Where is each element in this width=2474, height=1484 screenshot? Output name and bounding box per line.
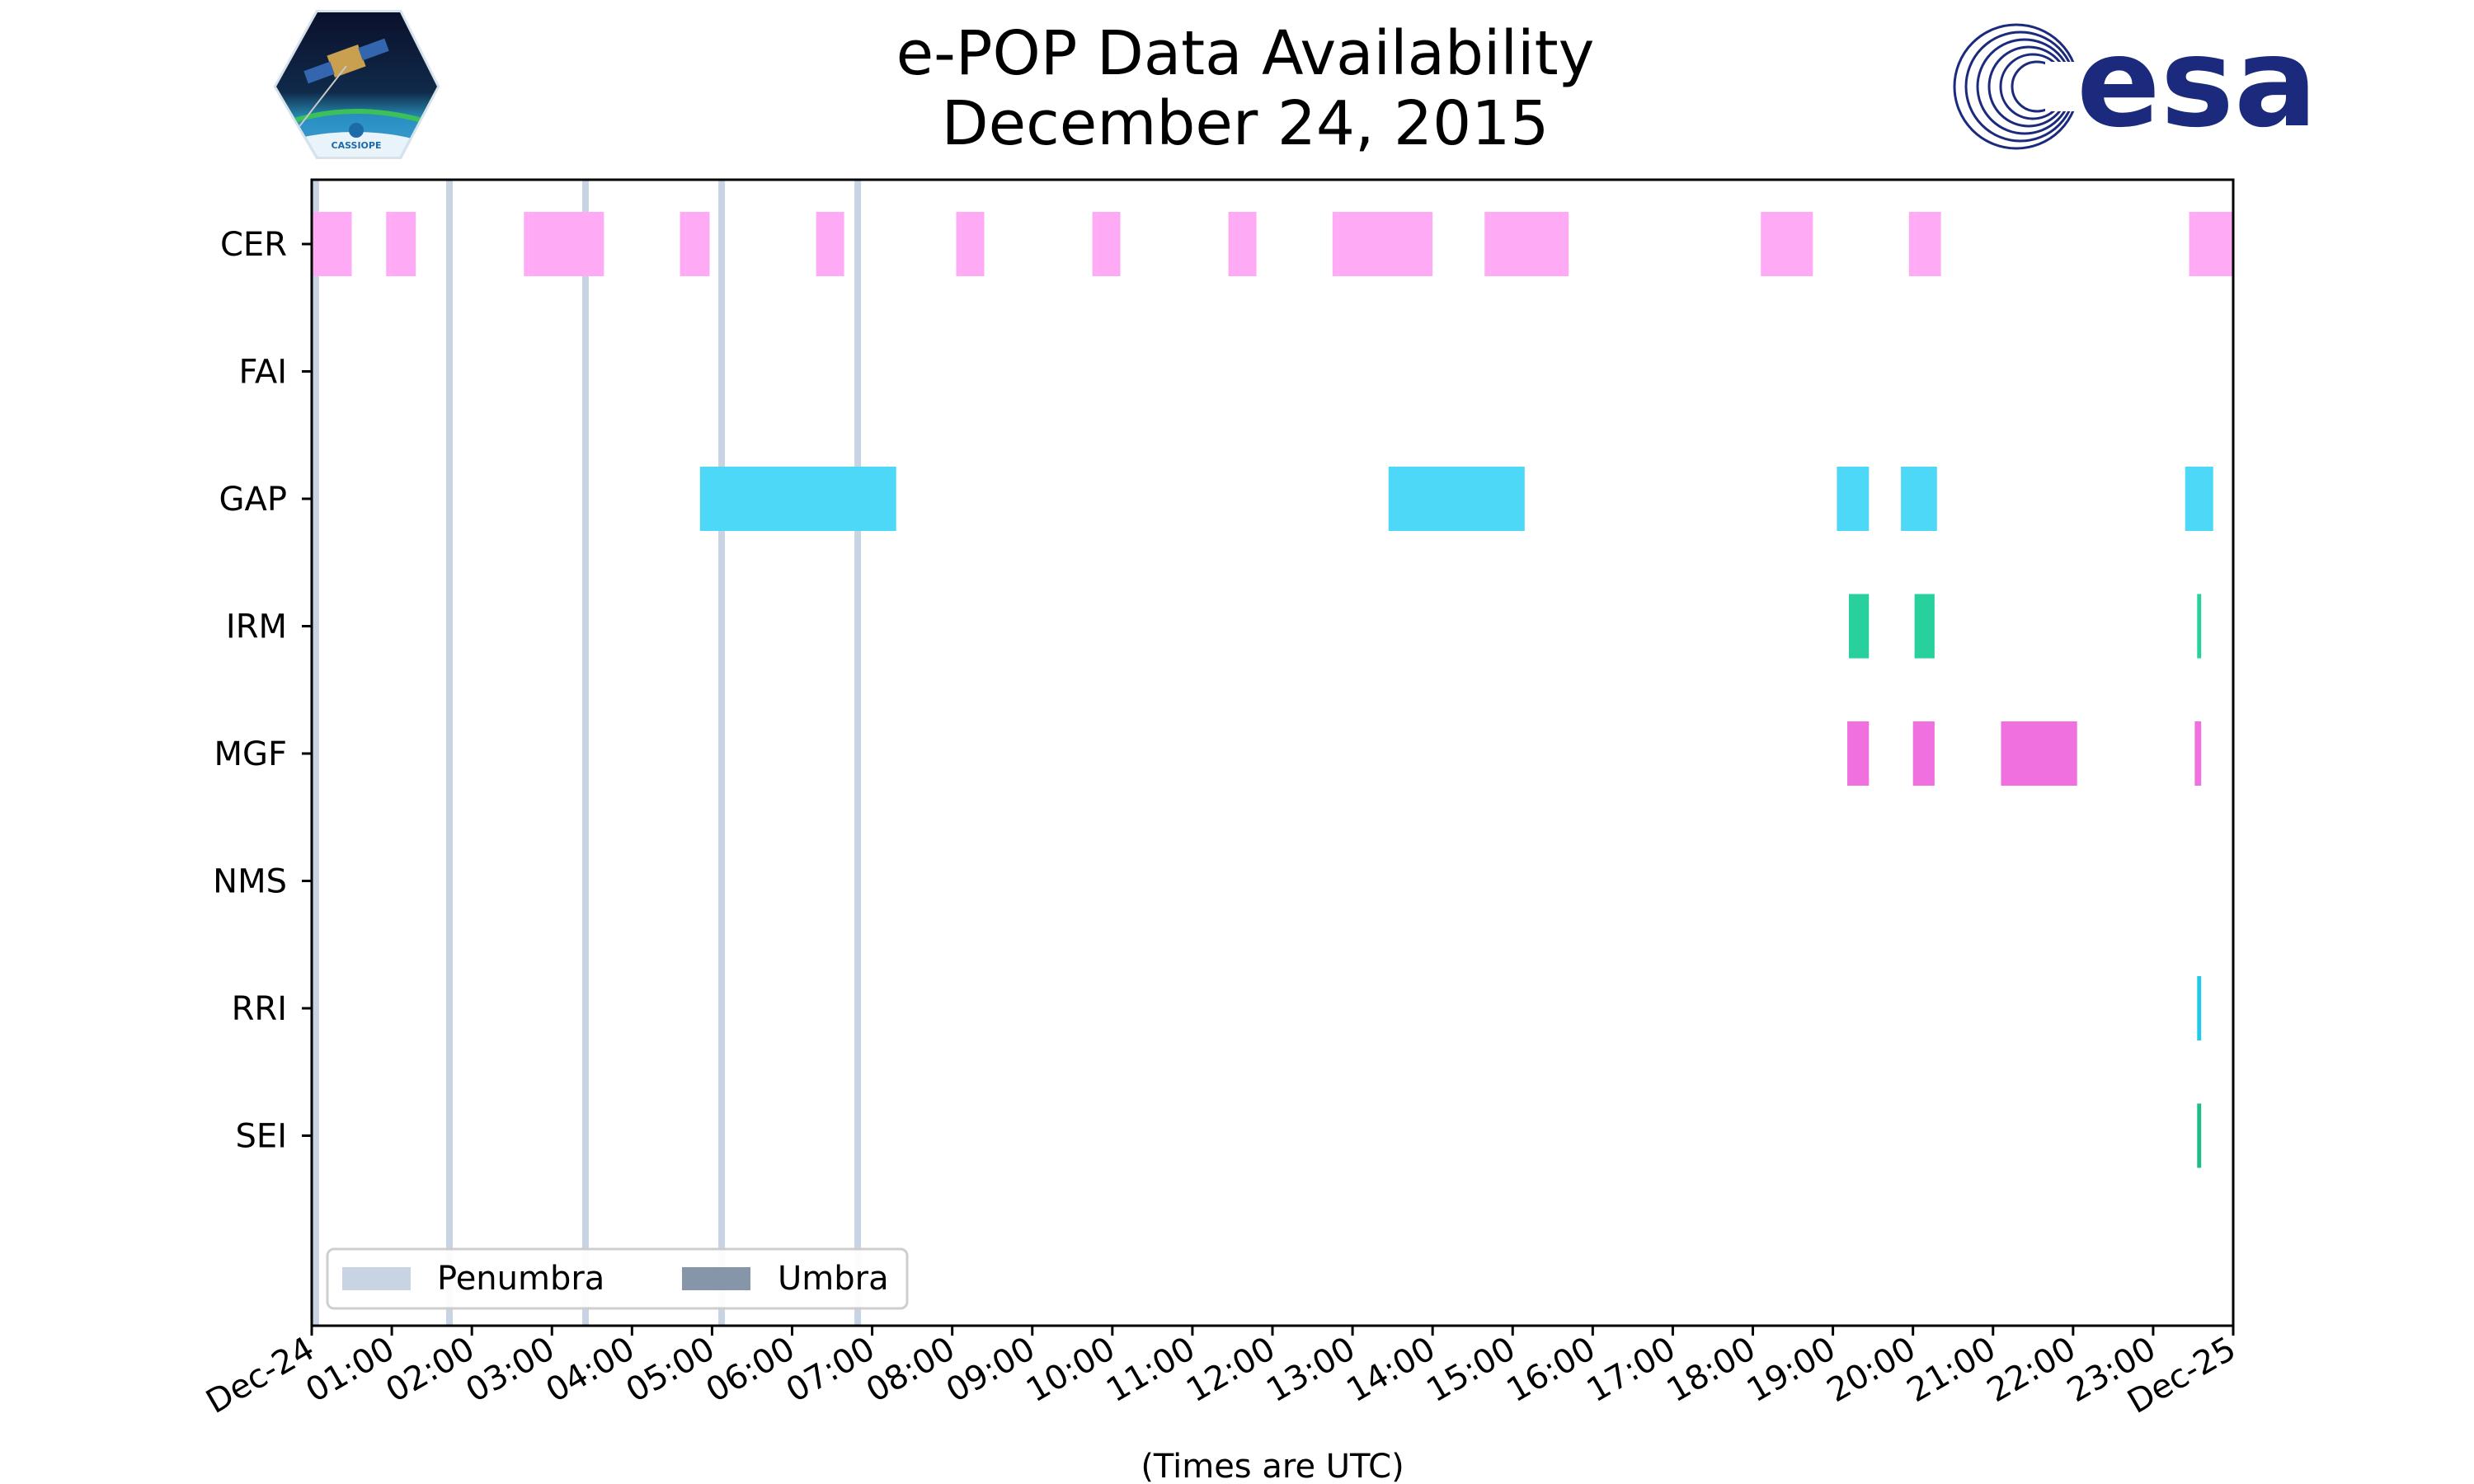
bar-irm (2197, 594, 2202, 659)
x-tick-label: 01:00 (299, 1330, 401, 1410)
x-tick-label: 12:00 (1180, 1330, 1282, 1410)
bar-cer (685, 212, 710, 276)
legend-penumbra-swatch (342, 1267, 411, 1290)
bar-rri (2197, 976, 2202, 1040)
x-tick-label: 21:00 (1901, 1330, 2002, 1410)
satellite-icon (288, 38, 389, 141)
esa-swirl-icon (1953, 23, 2086, 150)
penumbra-band (582, 180, 590, 1326)
bar-gap (1837, 467, 1870, 531)
bar-cer (1228, 212, 1233, 276)
bar-cer (312, 212, 352, 276)
y-tick-label: NMS (213, 863, 287, 901)
bar-cer (1232, 212, 1257, 276)
x-tick-label: 04:00 (539, 1330, 641, 1410)
x-tick-label: 22:00 (1981, 1330, 2082, 1410)
penumbra-band (854, 180, 862, 1326)
bar-gap (2185, 467, 2213, 531)
bar-mgf (1912, 721, 1935, 786)
bar-cer (1338, 212, 1433, 276)
x-tick-label: 08:00 (860, 1330, 962, 1410)
chart-title-line-2: December 24, 2015 (942, 88, 1550, 159)
esa-logo: esa (1953, 12, 2317, 155)
chart-title-line-1: e-POP Data Availability (896, 18, 1595, 89)
bar-mgf (2194, 721, 2202, 786)
y-tick-label: SEI (236, 1118, 287, 1156)
y-tick-label: FAI (239, 354, 288, 392)
bar-sei (2197, 1103, 2202, 1168)
bar-gap (1388, 467, 1525, 531)
bar-cer (1761, 212, 1767, 276)
x-tick-label: 16:00 (1500, 1330, 1602, 1410)
x-tick-label: 10:00 (1020, 1330, 1122, 1410)
bar-cer (1914, 212, 1941, 276)
bar-cer (1332, 212, 1338, 276)
legend: Penumbra Umbra (326, 1247, 909, 1310)
x-tick-label: 05:00 (620, 1330, 722, 1410)
bar-cer (680, 212, 686, 276)
bar-cer (524, 212, 529, 276)
y-axis: CER FAI GAP IRM MGF NMS RRI SEI (213, 226, 312, 1156)
esa-wordmark: esa (2077, 12, 2317, 155)
x-tick-label: 13:00 (1260, 1330, 1362, 1410)
legend-umbra-label: Umbra (778, 1260, 889, 1298)
y-tick-label: GAP (219, 481, 287, 519)
x-tick-label: 15:00 (1420, 1330, 1522, 1410)
bar-mgf (1847, 721, 1870, 786)
penumbra-band (312, 180, 319, 1326)
y-tick-label: MGF (214, 735, 287, 773)
y-tick-label: RRI (232, 990, 287, 1028)
bar-cer (390, 212, 416, 276)
legend-penumbra-label: Penumbra (437, 1260, 604, 1298)
x-tick-label: 19:00 (1741, 1330, 1842, 1410)
bar-cer (956, 212, 961, 276)
bar-cer (528, 212, 604, 276)
bar-cer (1484, 212, 1491, 276)
bar-cer (1490, 212, 1569, 276)
bar-cer (2189, 212, 2195, 276)
x-tick-label: 18:00 (1661, 1330, 1762, 1410)
plot-area (312, 180, 2233, 1326)
legend-umbra-swatch (682, 1267, 750, 1290)
y-tick-label: CER (220, 226, 287, 264)
bar-cer (1908, 212, 1915, 276)
cassiope-logo-text: CASSIOPE (332, 140, 382, 151)
y-tick-label: IRM (226, 608, 287, 646)
penumbra-band (718, 180, 726, 1326)
bar-cer (1766, 212, 1813, 276)
bars-layer (312, 212, 2233, 1168)
legend-box (326, 1247, 909, 1310)
eclipse-layer (312, 180, 862, 1326)
x-tick-label: 17:00 (1581, 1330, 1682, 1410)
x-tick-label: 09:00 (940, 1330, 1042, 1410)
bar-cer (820, 212, 844, 276)
bar-gap (699, 467, 896, 531)
x-tick-label: 03:00 (459, 1330, 561, 1410)
bar-cer (2194, 212, 2233, 276)
penumbra-band (445, 180, 453, 1326)
bar-cer (1092, 212, 1097, 276)
bar-mgf (2001, 721, 2077, 786)
bar-cer (960, 212, 985, 276)
bar-cer (386, 212, 391, 276)
x-tick-label: 20:00 (1821, 1330, 1922, 1410)
plot-frame (310, 178, 2235, 1327)
bar-irm (1914, 594, 1935, 659)
x-tick-label: 02:00 (379, 1330, 481, 1410)
x-tick-label: 06:00 (700, 1330, 802, 1410)
x-tick-label: 11:00 (1100, 1330, 1202, 1410)
x-axis-label: (Times are UTC) (1141, 1448, 1404, 1484)
bar-cer (1096, 212, 1121, 276)
bar-cer (816, 212, 821, 276)
x-tick-label: 07:00 (780, 1330, 882, 1410)
x-axis: Dec-2401:0002:0003:0004:0005:0006:0007:0… (200, 1326, 2242, 1421)
x-tick-label: 14:00 (1340, 1330, 1442, 1410)
bar-irm (1849, 594, 1870, 659)
bar-gap (1901, 467, 1937, 531)
